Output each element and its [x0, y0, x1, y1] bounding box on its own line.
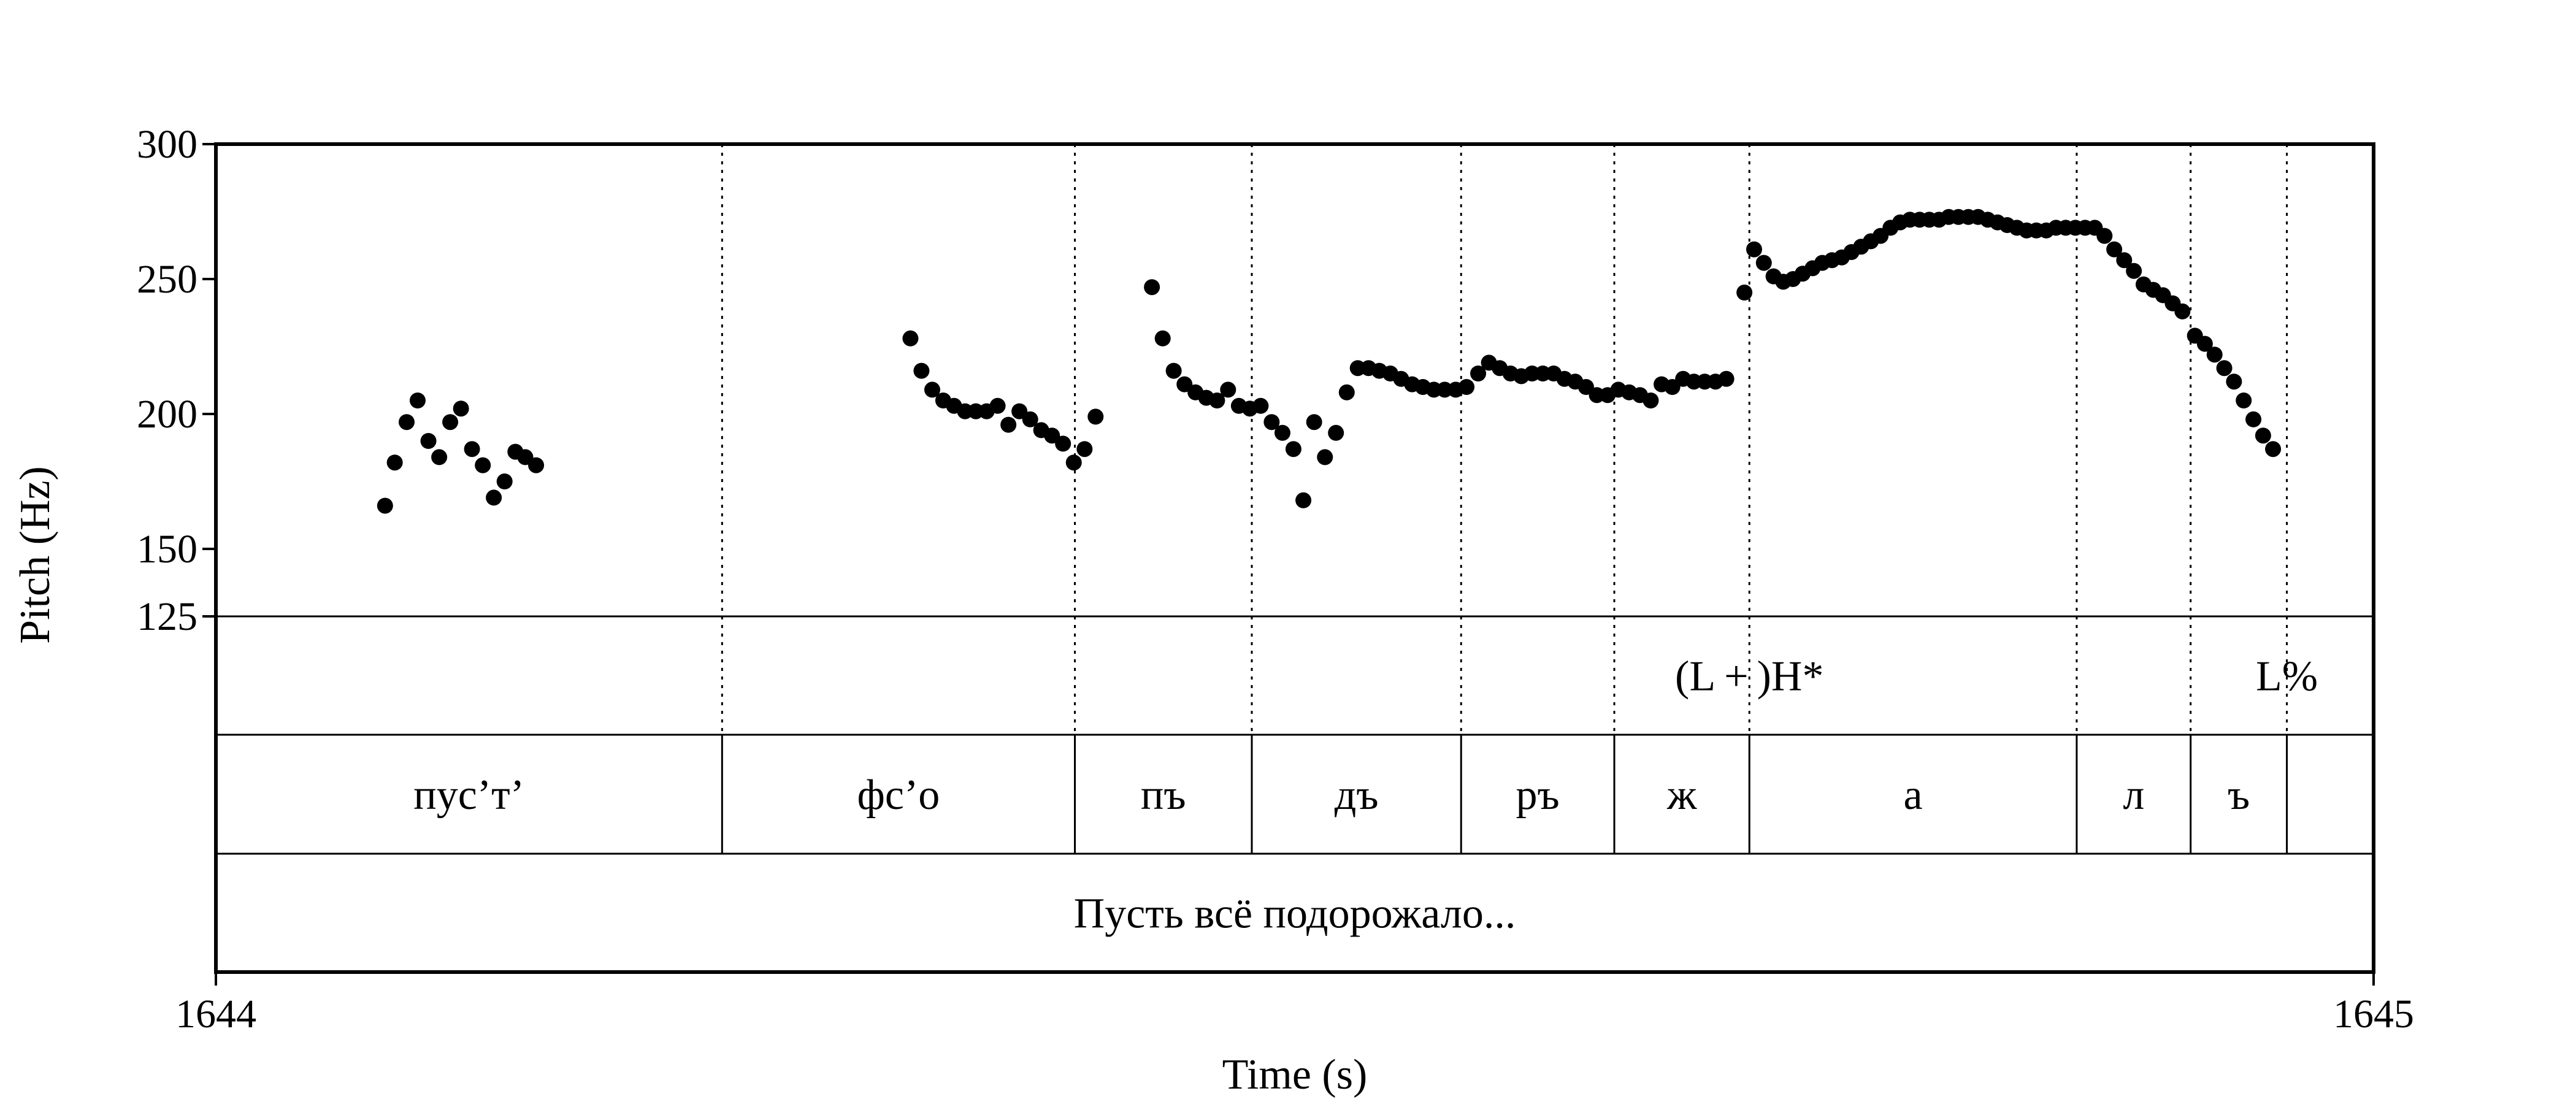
segment-label: а	[1904, 772, 1923, 819]
plot-frame	[214, 142, 2375, 974]
pitch-point	[1076, 441, 1093, 458]
pitch-point	[1306, 414, 1322, 431]
pitch-point	[442, 414, 459, 431]
pitch-point	[1065, 454, 1082, 471]
pitch-point	[1317, 449, 1333, 465]
pitch-point	[409, 393, 426, 408]
pitch-point	[475, 457, 491, 473]
tick-layer: 300 250 200 150 125 1644 1645	[137, 122, 2414, 1036]
pitch-point	[2265, 441, 2282, 458]
segment-label: дъ	[1335, 772, 1379, 819]
x-axis-title: Time (s)	[1222, 1051, 1368, 1098]
tone-label: L%	[2256, 653, 2318, 700]
pitch-point	[2236, 393, 2252, 408]
pitch-point	[2106, 241, 2123, 258]
pitch-point	[989, 397, 1006, 414]
pitch-point	[1144, 279, 1160, 296]
pitch-point	[1643, 393, 1659, 408]
pitch-point	[431, 449, 448, 465]
x-tick-label: 1645	[2333, 992, 2414, 1036]
segment-label: л	[2123, 772, 2144, 819]
pitch-point	[1285, 441, 1301, 458]
segment-label: пус’т’	[413, 772, 524, 819]
pitch-point	[464, 441, 480, 458]
pitch-point	[1044, 427, 1060, 444]
pitch-point	[924, 381, 940, 398]
pitch-point	[386, 454, 403, 471]
pitch-point	[2126, 262, 2142, 279]
pitch-point	[1295, 492, 1312, 508]
pitch-point	[1718, 370, 1735, 387]
y-axis-title: Pitch (Hz)	[12, 466, 59, 644]
pitch-point	[1459, 379, 1475, 395]
pitch-point	[1328, 424, 1344, 441]
segment-label: ръ	[1516, 772, 1560, 819]
pitch-point	[1755, 255, 1772, 271]
pitch-point	[1274, 424, 1290, 441]
pitch-point	[1176, 376, 1193, 393]
pitch-point	[1263, 414, 1280, 431]
boundary-layer	[721, 144, 2288, 735]
pitch-point	[453, 400, 469, 417]
pitch-point	[1338, 384, 1355, 400]
tone-label: (L + )H*	[1675, 653, 1823, 700]
pitch-point	[1746, 241, 1762, 258]
pitch-point	[1000, 416, 1017, 433]
pitch-point	[1220, 381, 1236, 398]
pitch-point	[913, 362, 930, 379]
pitch-point	[1209, 393, 1225, 408]
y-tick-label: 125	[137, 594, 197, 639]
pitch-point	[2206, 347, 2223, 363]
pitch-point	[496, 473, 513, 489]
y-tick-label: 200	[137, 392, 197, 437]
pitch-point	[1736, 285, 1753, 301]
x-tick-label: 1644	[175, 992, 256, 1036]
pitch-point	[1470, 366, 1487, 381]
pitch-point	[2245, 411, 2262, 427]
pitch-point	[2216, 360, 2233, 377]
pitch-point	[902, 330, 919, 347]
pitch-point	[2096, 228, 2113, 244]
pitch-points-layer	[377, 209, 2282, 514]
y-tick-label: 250	[137, 257, 197, 302]
pitch-point	[398, 414, 415, 431]
pitch-point	[1154, 330, 1171, 347]
pitch-point	[2174, 303, 2191, 320]
pitch-point	[1055, 435, 1071, 452]
segment-label: ъ	[2228, 772, 2250, 819]
pitch-point	[1022, 411, 1038, 427]
pitch-point	[2255, 427, 2271, 444]
pitch-point	[528, 457, 545, 473]
pitch-point	[1087, 408, 1104, 425]
pitch-point	[420, 433, 437, 449]
y-tick-label: 150	[137, 527, 197, 572]
segment-label: пъ	[1141, 772, 1186, 819]
pitch-point	[2226, 373, 2242, 390]
tier-layer: (L + )H* L% пус’т’ фс’о пъ дъ ръ ж а л ъ Пусть всё …	[413, 653, 2318, 938]
frame-layer	[214, 142, 2375, 974]
pitch-point	[486, 489, 502, 506]
pitch-point	[1436, 381, 1453, 398]
pitch-point	[1165, 362, 1182, 379]
segment-label: фс’о	[857, 772, 940, 819]
segment-label: ж	[1666, 772, 1697, 819]
pitch-point	[1252, 397, 1269, 414]
pitch-point	[377, 497, 393, 514]
pitch-point	[2196, 335, 2213, 352]
sentence-label: Пусть всё подорожало...	[1074, 891, 1516, 938]
y-tick-label: 300	[137, 122, 197, 167]
pitch-point	[2116, 252, 2133, 269]
